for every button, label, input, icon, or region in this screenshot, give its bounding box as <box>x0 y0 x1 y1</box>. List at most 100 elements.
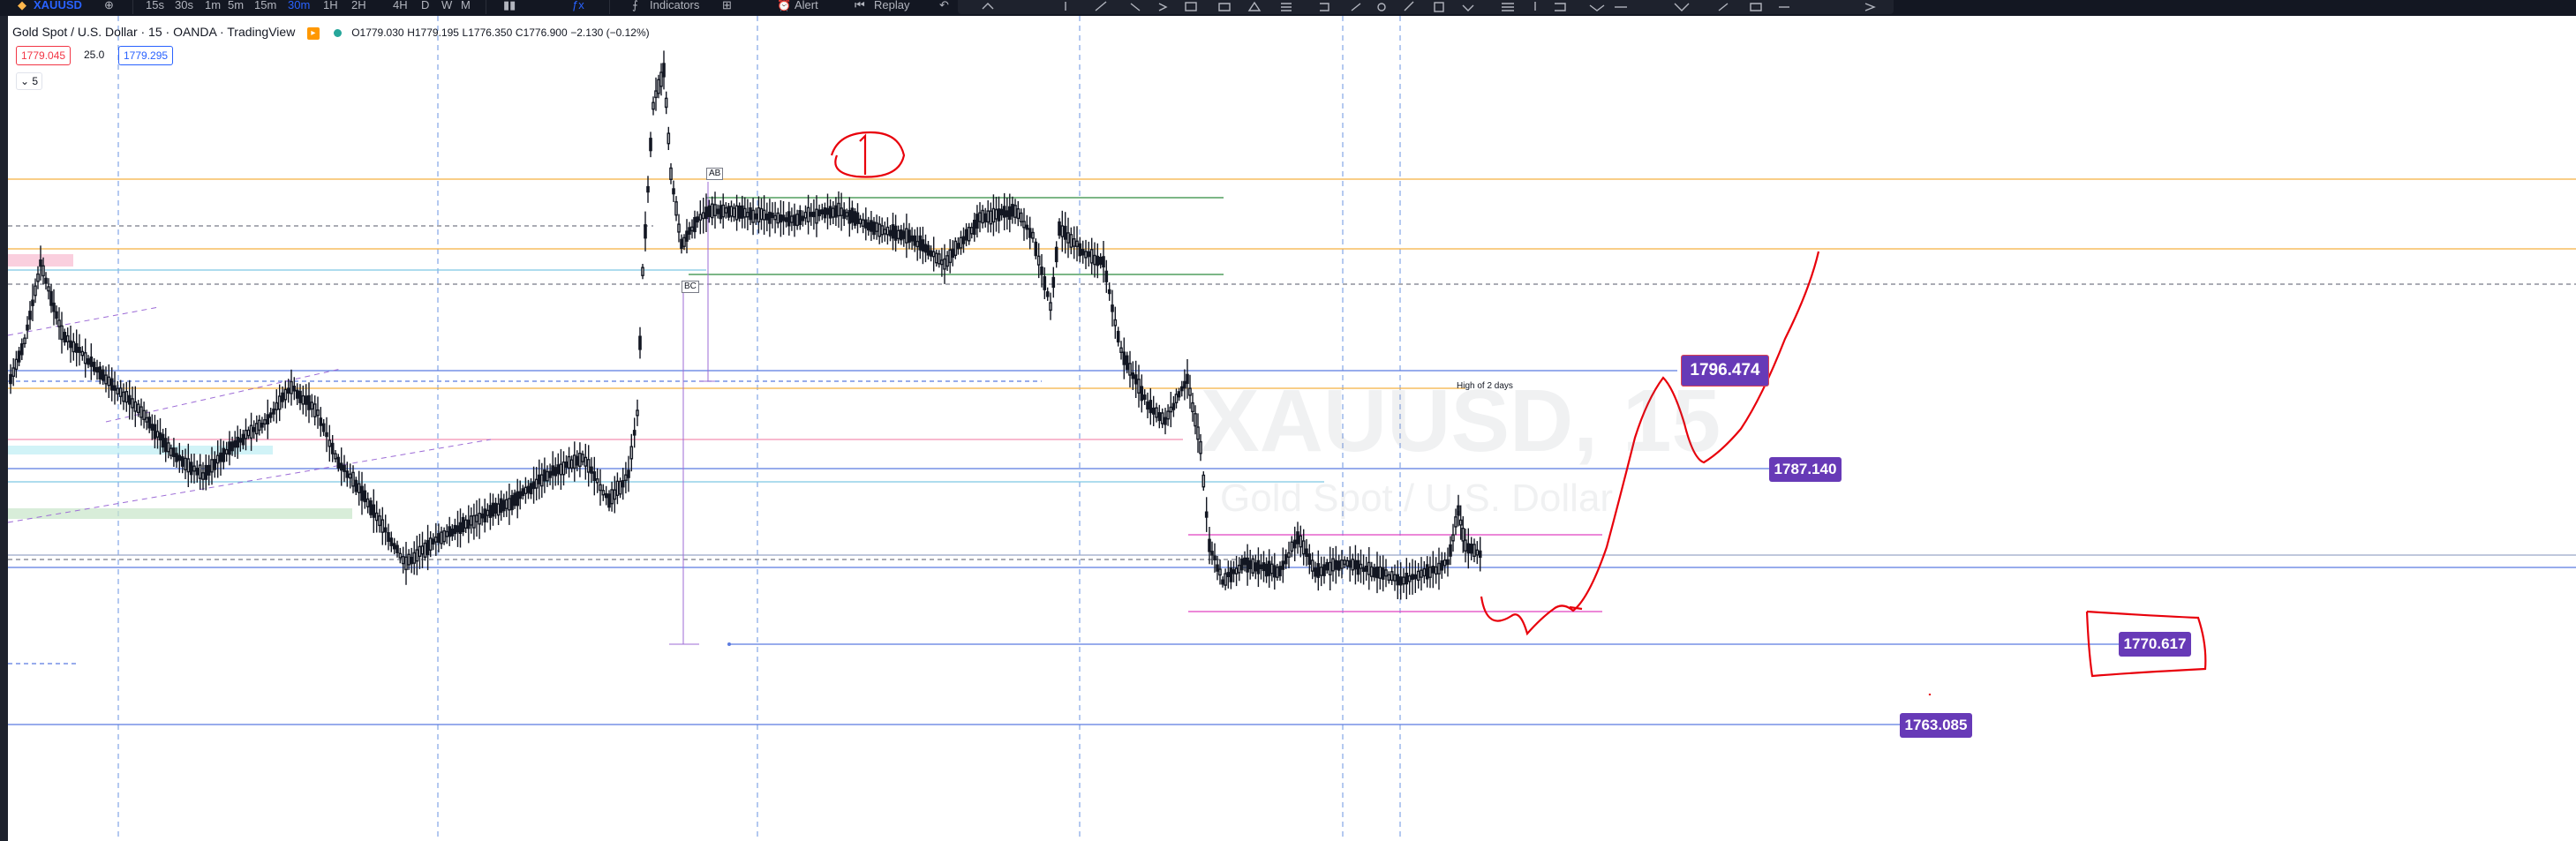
candle-body <box>953 240 958 256</box>
candle-body <box>65 334 70 342</box>
candle-body <box>1440 560 1444 571</box>
buy-button[interactable]: 1779.295 <box>118 46 174 65</box>
ab-label[interactable]: AB <box>706 168 724 180</box>
interval-5m[interactable]: 5m <box>228 0 245 11</box>
candle-body <box>1322 564 1326 576</box>
candle-body <box>526 485 531 493</box>
candle-body <box>177 454 182 462</box>
candle-body <box>210 459 214 473</box>
replay-button[interactable]: Replay <box>874 0 910 11</box>
candle-body <box>1351 559 1355 571</box>
interval-30s[interactable]: 30s <box>175 0 193 11</box>
add-symbol-icon[interactable]: ⊕ <box>104 0 114 11</box>
candle-body <box>328 439 332 447</box>
candle-body <box>989 210 993 225</box>
interval-1h[interactable]: 1H <box>323 0 338 11</box>
chart-type-icon[interactable]: ▮▮ <box>503 0 516 11</box>
candle-body <box>1224 573 1227 586</box>
candle-body <box>298 390 302 403</box>
candle-body <box>529 483 533 495</box>
alert-bell-icon[interactable]: ▸ <box>306 26 320 40</box>
spread-value: 25.0 <box>84 49 105 61</box>
indicators-collapse-button[interactable]: ⌄ 5 <box>16 72 43 90</box>
price-chart[interactable] <box>0 16 2576 841</box>
interval-15m[interactable]: 15m <box>254 0 277 11</box>
interval-1w[interactable]: W <box>441 0 453 11</box>
price-label-1770[interactable]: 1770.617 <box>2119 632 2191 657</box>
interval-1m[interactable]: 1m <box>205 0 222 11</box>
candle-body <box>669 167 673 181</box>
undo-icon[interactable]: ↶ <box>939 0 949 11</box>
candle-body <box>707 205 712 218</box>
alert-button[interactable]: Alert <box>795 0 818 11</box>
candle-body <box>357 483 361 494</box>
candle-body <box>483 508 486 523</box>
drawing-tools-strip[interactable] <box>958 0 1894 14</box>
layout-icon[interactable]: ⊞ <box>722 0 732 11</box>
candle-body <box>255 423 259 435</box>
candle-body <box>244 430 248 439</box>
candle-body <box>798 209 802 225</box>
symbol-search-icon[interactable]: ◆ <box>18 0 26 11</box>
high-value: H1779.195 <box>407 26 459 39</box>
candle-body <box>576 455 579 466</box>
interval-4h[interactable]: 4H <box>393 0 408 11</box>
candle-body <box>1045 291 1050 297</box>
candle-body <box>1191 402 1194 413</box>
price-label-1796[interactable]: 1796.474 <box>1681 355 1769 387</box>
candle-body <box>1387 574 1391 582</box>
candle-body <box>1393 574 1397 582</box>
candle-body <box>508 498 511 511</box>
interval-15s[interactable]: 15s <box>146 0 164 11</box>
candle-body <box>850 207 855 223</box>
candle-body <box>41 265 45 277</box>
candle-body <box>872 222 876 236</box>
candle-body <box>667 132 671 145</box>
candle-body <box>1451 534 1455 542</box>
candle-body <box>649 138 652 152</box>
candle-body <box>437 533 441 544</box>
alert-icon-btn[interactable]: ⏰ <box>777 0 792 11</box>
indicators-icon[interactable]: ⨍ <box>632 0 638 11</box>
sell-button[interactable]: 1779.045 <box>16 46 72 65</box>
interval-1mo[interactable]: M <box>461 0 471 11</box>
candle-body <box>1174 394 1179 403</box>
interval-2h[interactable]: 2H <box>351 0 366 11</box>
interval-1d[interactable]: D <box>421 0 430 11</box>
candle-body <box>513 492 516 507</box>
candle-body <box>806 206 810 222</box>
candle-body <box>1036 255 1041 266</box>
handwritten-drawing <box>830 131 2207 695</box>
candle-body <box>219 452 222 462</box>
high-of-2-days-label[interactable]: High of 2 days <box>1457 381 1513 391</box>
symbol-button[interactable]: XAUUSD <box>34 0 82 11</box>
candle-body <box>959 237 963 249</box>
symbol-title[interactable]: Gold Spot / U.S. Dollar · 15 · OANDA · T… <box>12 25 296 39</box>
chart-style-icon[interactable]: ƒx <box>572 0 584 11</box>
replay-icon[interactable]: ⏮ <box>855 0 865 11</box>
candle-body <box>757 206 761 223</box>
candle-body <box>867 222 870 231</box>
candle-body <box>662 63 666 78</box>
candle-body <box>410 556 414 565</box>
candle-body <box>1367 561 1371 575</box>
candle-body <box>224 448 229 454</box>
indicators-button[interactable]: Indicators <box>650 0 700 11</box>
candle-body <box>1128 363 1132 376</box>
candle-body <box>918 235 923 251</box>
candle-body <box>461 516 465 532</box>
candle-body <box>458 522 463 535</box>
candle-body <box>812 211 816 218</box>
candle-body <box>931 251 936 258</box>
candle-body <box>87 358 90 365</box>
candle-body <box>784 217 788 222</box>
interval-30m[interactable]: 30m <box>288 0 311 11</box>
bc-label[interactable]: BC <box>682 281 699 293</box>
candle-body <box>467 519 471 529</box>
candle-body <box>1454 516 1457 528</box>
candle-body <box>1213 555 1216 561</box>
price-label-1787[interactable]: 1787.140 <box>1769 457 1842 482</box>
candle-body <box>1125 355 1129 371</box>
candle-body <box>201 472 205 480</box>
price-label-1763[interactable]: 1763.085 <box>1900 713 1972 738</box>
